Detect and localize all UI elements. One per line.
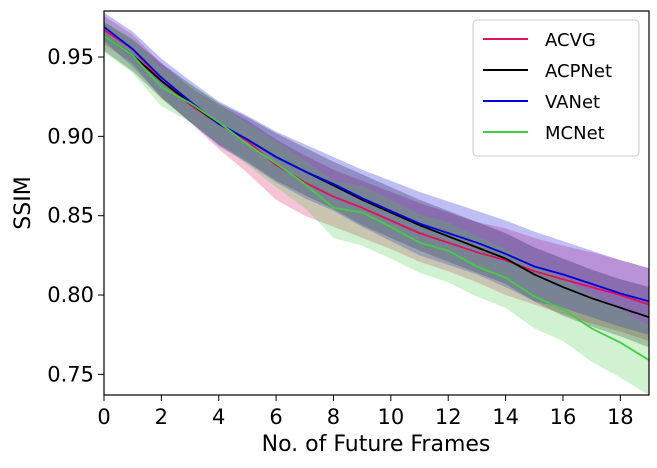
legend-box [472,19,640,157]
x-tick-label: 18 [607,405,634,429]
x-tick-label: 10 [377,405,404,429]
mcnet-band [104,20,649,395]
vanet-band [104,12,649,335]
x-tick-label: 8 [327,405,340,429]
confidence-bands [104,12,649,395]
acvg-legend-label: ACVG [545,30,596,51]
y-axis: 0.75 0.80 0.85 0.90 0.95 [47,45,104,386]
y-tick-label: 0.95 [47,45,94,69]
y-tick-label: 0.85 [47,204,94,228]
acvg-line [103,29,650,306]
y-axis-label: SSIM [11,176,36,229]
x-tick-label: 4 [212,405,225,429]
vanet-legend-label: VANet [545,92,600,113]
series-lines [103,26,650,361]
mcnet-line [103,35,650,361]
x-tick-label: 2 [155,405,168,429]
x-axis: 0 2 4 6 8 10 12 14 16 18 [97,395,634,429]
y-tick-label: 0.75 [47,362,94,386]
y-tick-label: 0.80 [47,283,94,307]
mcnet-legend-label: MCNet [545,123,605,144]
y-tick-label: 0.90 [47,124,94,148]
x-tick-label: 16 [550,405,577,429]
x-tick-label: 12 [435,405,462,429]
x-tick-label: 0 [97,405,110,429]
x-tick-label: 14 [492,405,519,429]
plot-frame [103,10,650,396]
acvg-band [104,15,649,342]
acpnet-band [104,22,649,348]
x-tick-label: 6 [269,405,282,429]
acpnet-legend-label: ACPNet [545,61,612,82]
x-axis-label: No. of Future Frames [262,432,491,457]
legend: ACVG ACPNet VANet MCNet [472,19,640,157]
